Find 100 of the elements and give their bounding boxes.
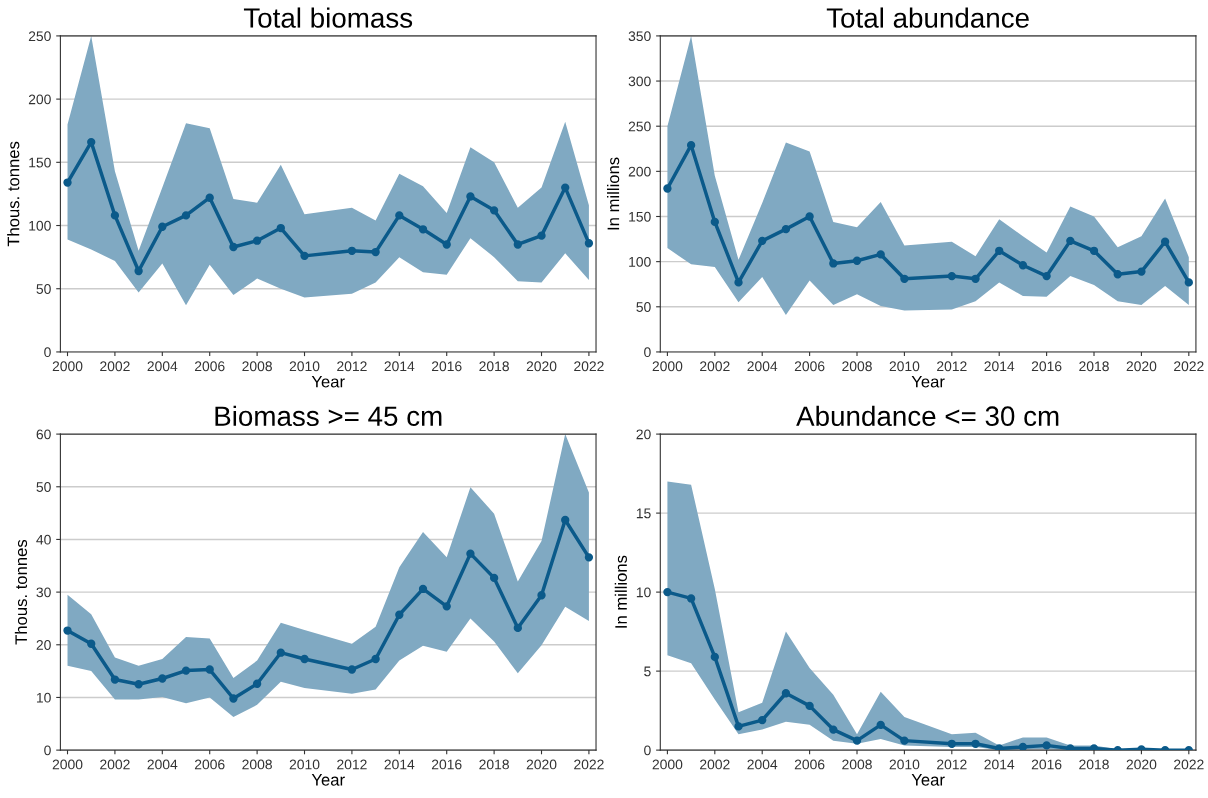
y-axis-title: Thous. tonnes [14,539,28,645]
point [276,648,285,657]
x-tick-label: 2004 [747,361,778,372]
x-axis-title: Year [311,774,345,786]
point [1089,246,1099,255]
point [758,715,767,725]
point [781,689,791,698]
point [1042,271,1051,281]
x-tick-label: 2004 [147,759,178,770]
y-axis-title: In millions [607,157,620,230]
point [229,694,238,703]
x-tick-label: 2010 [289,361,320,372]
point [181,211,191,220]
x-tick-label: 2006 [794,361,825,372]
point [710,217,719,227]
chart-title: Biomass >= 45 cm [215,405,442,427]
point [110,675,120,684]
point [442,240,451,249]
point [900,736,909,745]
x-tick-label: 2006 [194,759,225,770]
x-axis-title: Year [911,774,945,786]
x-tick-label: 2012 [937,759,967,770]
point [1018,742,1028,751]
point [561,515,570,525]
x-tick-label: 2016 [431,361,462,372]
y-axis-title: Thous. tonnes [7,141,20,247]
x-tick-label: 2006 [194,361,225,372]
point [229,242,238,252]
point [276,223,285,233]
x-tick-label: 2000 [52,759,83,770]
x-axis-title: Year [311,375,345,388]
chart-title: Total biomass [243,7,413,28]
y-tick-label: 250 [628,121,651,132]
point [805,701,814,711]
x-tick-label: 2002 [700,361,730,372]
point [371,247,380,257]
x-tick-label: 2008 [242,361,272,372]
y-tick-label: 60 [36,429,51,440]
x-axis-title: Year [911,375,945,388]
x-tick-label: 2020 [1126,759,1157,770]
point [513,240,522,249]
point [466,192,475,201]
x-tick-label: 2018 [1079,361,1109,372]
point [110,211,120,220]
y-tick-label: 150 [29,157,51,168]
x-tick-label: 2008 [842,759,872,770]
point [537,231,546,240]
y-tick-label: 0 [44,347,51,358]
x-tick-label: 2008 [842,361,872,372]
y-tick-label: 0 [644,745,651,756]
y-tick-label: 50 [36,284,51,294]
x-tick-label: 2020 [526,759,557,770]
point [1160,237,1170,246]
point [971,739,980,748]
point [852,256,862,265]
x-tick-label: 2012 [937,361,967,372]
x-tick-label: 2004 [147,361,178,372]
point [205,665,214,674]
point [442,602,451,611]
point [734,722,743,731]
y-tick-label: 250 [28,31,51,42]
point [418,584,428,594]
point [947,739,956,748]
x-tick-label: 2014 [984,361,1015,372]
point [686,594,696,603]
y-tick-label: 350 [628,31,651,42]
point [87,639,96,648]
point [971,274,980,283]
point [395,211,404,220]
x-tick-label: 2016 [431,759,462,770]
point [758,236,767,246]
y-tick-label: 300 [628,76,651,87]
point [947,271,956,281]
x-tick-label: 2016 [1031,759,1062,770]
x-tick-label: 2022 [574,361,604,372]
point [900,274,909,283]
point [995,246,1004,255]
point [829,259,838,268]
point [1113,270,1122,279]
x-tick-label: 2020 [1126,361,1157,372]
point [489,573,499,583]
point [395,610,404,619]
x-tick-label: 2002 [100,361,130,372]
x-tick-label: 2014 [384,759,415,770]
x-tick-label: 2020 [526,361,557,372]
point [347,246,357,255]
x-tick-label: 2002 [100,759,130,770]
point [158,222,167,231]
y-axis-title: In millions [614,555,627,628]
y-tick-label: 50 [636,302,651,312]
point [1137,267,1146,276]
x-tick-label: 2022 [1174,361,1204,372]
point [1066,744,1075,751]
point [829,725,838,734]
point [252,236,262,245]
point [584,553,594,562]
x-tick-label: 2010 [289,759,320,770]
y-tick-label: 10 [636,587,651,598]
chart-title: Total abundance [826,7,1029,28]
y-tick-label: 30 [36,587,51,598]
